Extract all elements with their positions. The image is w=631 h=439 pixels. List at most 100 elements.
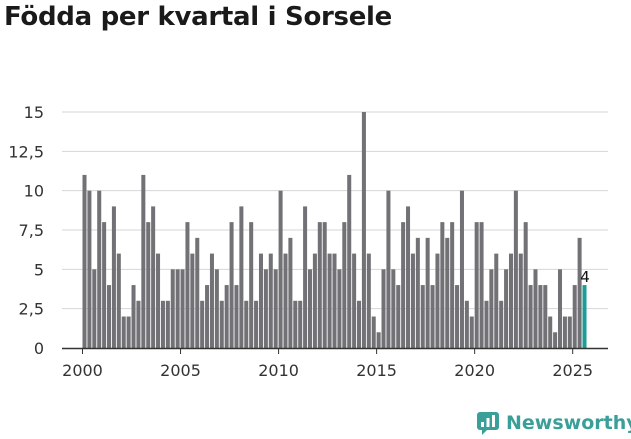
bar <box>504 269 509 348</box>
bar <box>288 237 293 348</box>
bar <box>484 300 489 348</box>
bar <box>577 237 582 348</box>
bar <box>283 253 288 348</box>
y-tick-label: 2,5 <box>19 300 44 319</box>
y-tick-label: 15 <box>24 103 44 122</box>
chart-title: Födda per kvartal i Sorsele <box>4 2 392 32</box>
bar <box>229 222 234 348</box>
bar <box>116 253 121 348</box>
bar <box>298 300 303 348</box>
bars <box>82 112 587 348</box>
bar <box>121 316 126 348</box>
annotations: 4 <box>580 268 590 286</box>
bar <box>538 285 543 348</box>
bar <box>87 190 92 348</box>
bar <box>357 300 362 348</box>
bar <box>327 253 332 348</box>
bar <box>391 269 396 348</box>
bar <box>254 300 259 348</box>
x-tick-label: 2005 <box>160 361 201 380</box>
bar <box>205 285 210 348</box>
bar <box>386 190 391 348</box>
bar <box>317 222 322 348</box>
newsworthy-icon <box>477 412 499 435</box>
bar <box>136 300 141 348</box>
bar <box>479 222 484 348</box>
bar <box>366 253 371 348</box>
bar <box>464 300 469 348</box>
bar <box>435 253 440 348</box>
bar <box>553 332 558 348</box>
bar <box>165 300 170 348</box>
bar <box>307 269 313 348</box>
bar <box>249 222 254 348</box>
bar <box>347 174 352 348</box>
bar <box>234 285 239 348</box>
bar <box>342 222 347 348</box>
bar <box>224 285 229 348</box>
bar <box>175 269 180 348</box>
bar <box>312 253 317 348</box>
y-tick-label: 7,5 <box>19 221 44 240</box>
bar <box>332 253 337 348</box>
bar <box>459 190 464 348</box>
bar <box>410 253 415 348</box>
bar <box>528 285 533 348</box>
bar <box>513 190 518 348</box>
bar <box>533 269 538 348</box>
bar <box>445 237 450 348</box>
axes <box>62 347 608 354</box>
bar <box>440 222 445 348</box>
bar <box>170 269 175 348</box>
bar <box>572 285 577 348</box>
bar <box>381 269 386 348</box>
bar <box>450 222 455 348</box>
bar <box>185 222 190 348</box>
bar <box>352 253 357 348</box>
bar <box>209 253 214 348</box>
bar <box>376 332 381 348</box>
bar <box>190 253 195 348</box>
x-tick-label: 2020 <box>454 361 495 380</box>
bar <box>401 222 406 348</box>
bar <box>582 285 587 348</box>
bar <box>494 253 499 348</box>
bar <box>371 316 376 348</box>
bar <box>258 253 263 348</box>
bar <box>567 316 572 348</box>
last-value-label: 4 <box>580 268 590 286</box>
bar <box>425 237 430 348</box>
bar <box>97 190 102 348</box>
x-tick-label: 2000 <box>62 361 103 380</box>
bar <box>126 316 131 348</box>
bar <box>160 300 165 348</box>
x-tick-label: 2025 <box>552 361 593 380</box>
bar <box>430 285 435 348</box>
bar <box>303 206 308 348</box>
bar <box>273 269 278 348</box>
bar <box>499 300 504 348</box>
bar <box>396 285 401 348</box>
bar <box>102 222 107 348</box>
brand-name: Newsworthy <box>506 412 631 434</box>
bar <box>92 269 97 348</box>
bar <box>131 285 136 348</box>
bar <box>548 316 553 348</box>
bar <box>146 222 151 348</box>
y-tick-label: 12,5 <box>8 142 44 161</box>
bar <box>508 253 513 348</box>
bar <box>268 253 273 348</box>
bar <box>293 300 298 348</box>
y-tick-label: 10 <box>24 182 44 201</box>
bar <box>151 206 156 348</box>
bar <box>156 253 161 348</box>
bar <box>562 316 567 348</box>
bar <box>415 237 420 348</box>
bar <box>239 206 244 348</box>
bar <box>406 206 411 348</box>
bar <box>195 237 200 348</box>
y-tick-label: 5 <box>34 260 44 279</box>
bar <box>361 112 366 348</box>
bar <box>219 300 224 348</box>
